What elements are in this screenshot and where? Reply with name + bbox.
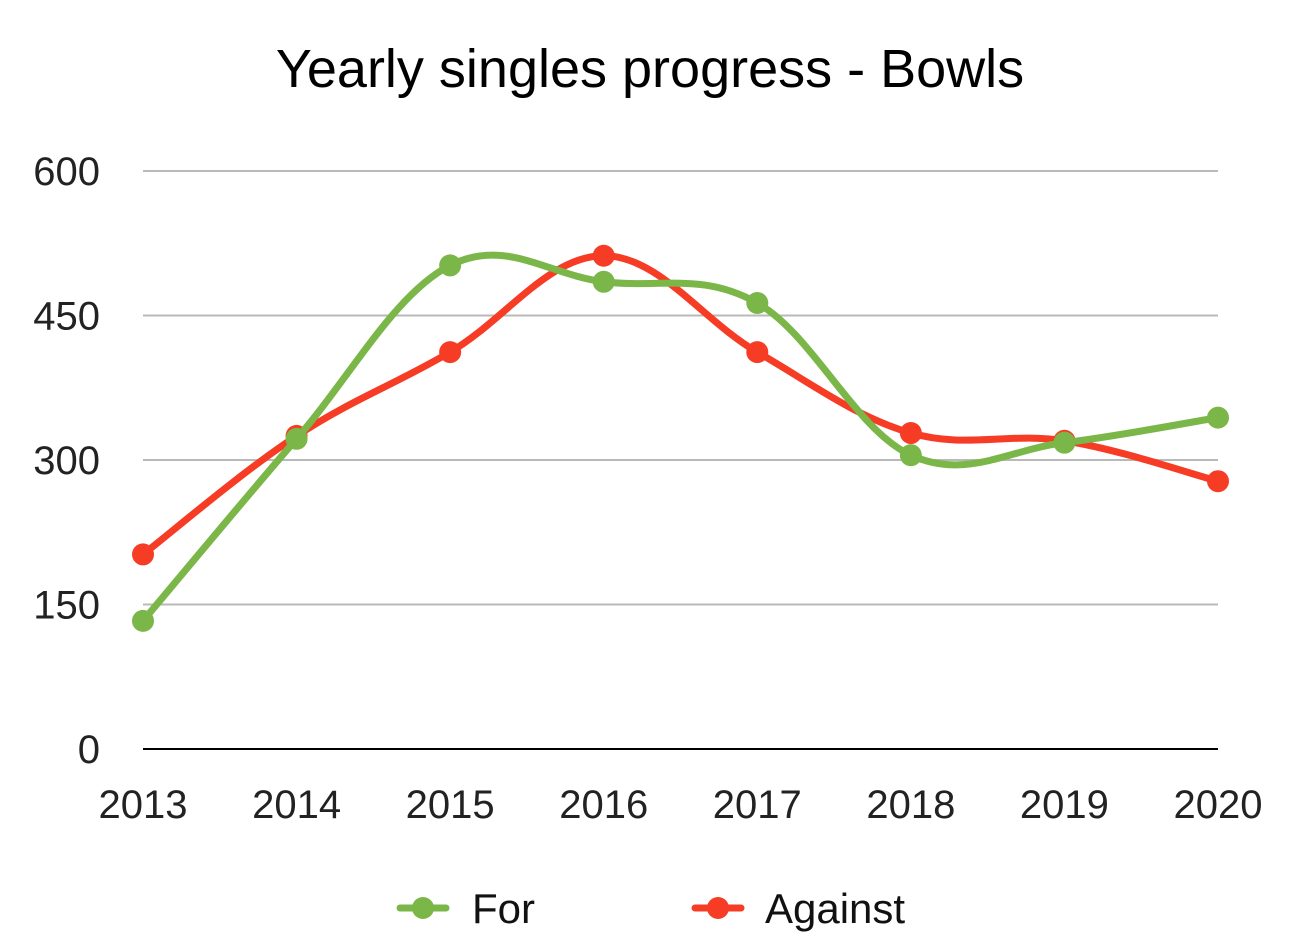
x-axis-ticks: 2013 2014 2015 2016 2017 2018 2019 2020 <box>99 783 1263 827</box>
legend-swatch-marker <box>412 897 434 919</box>
chart-title: Yearly singles progress - Bowls <box>275 39 1025 99</box>
data-point <box>1207 406 1229 429</box>
x-tick-label: 2019 <box>1020 783 1109 827</box>
series-for <box>132 251 1229 632</box>
y-tick-label: 150 <box>33 584 100 628</box>
data-point <box>899 422 922 445</box>
data-point <box>439 254 462 277</box>
data-point <box>592 244 615 267</box>
x-tick-label: 2015 <box>406 783 495 827</box>
x-tick-label: 2016 <box>559 783 648 827</box>
y-tick-label: 300 <box>33 439 100 483</box>
legend-label: For <box>472 885 535 932</box>
legend-label: Against <box>765 885 905 932</box>
y-axis-ticks: 0 150 300 450 600 <box>33 150 100 772</box>
legend-item-for: For <box>396 885 535 932</box>
data-point <box>592 270 615 293</box>
data-point <box>746 291 769 314</box>
data-point <box>899 444 922 467</box>
gridlines <box>143 170 1218 750</box>
data-point <box>746 341 769 364</box>
legend-swatch-marker <box>707 897 729 919</box>
series-group <box>132 244 1229 632</box>
legend-item-against: Against <box>691 885 905 932</box>
data-point <box>1207 470 1229 493</box>
data-point <box>285 427 308 450</box>
y-tick-label: 600 <box>33 150 100 194</box>
x-tick-label: 2013 <box>99 783 188 827</box>
y-tick-label: 450 <box>33 295 100 339</box>
x-tick-label: 2017 <box>713 783 802 827</box>
legend: For Against <box>396 885 905 932</box>
data-point <box>439 341 462 364</box>
data-point <box>132 609 154 632</box>
series-line <box>139 252 1222 558</box>
data-point <box>132 543 154 566</box>
y-tick-label: 0 <box>78 728 100 772</box>
x-tick-label: 2020 <box>1174 783 1263 827</box>
x-tick-label: 2014 <box>252 783 341 827</box>
data-point <box>1053 431 1076 454</box>
series-against <box>132 244 1229 566</box>
x-tick-label: 2018 <box>866 783 955 827</box>
